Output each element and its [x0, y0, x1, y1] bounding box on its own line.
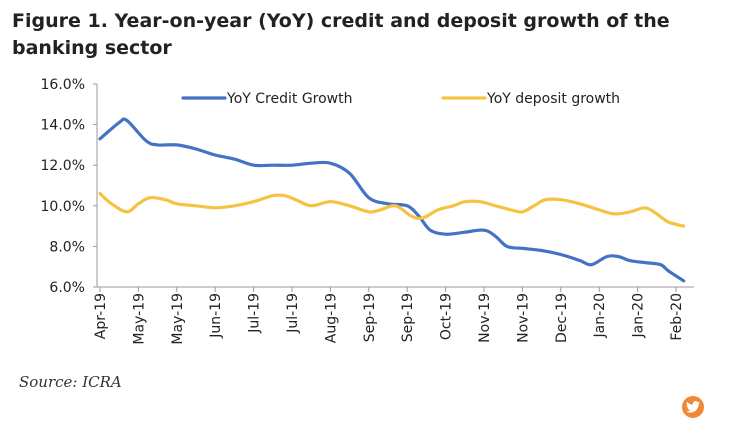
x-tick-label: Feb-20: [669, 293, 685, 341]
x-tick-label: May-19: [170, 293, 186, 345]
series-line-credit-growth: [98, 117, 686, 283]
y-tick-label: 10.0%: [41, 199, 85, 215]
x-tick-label: Apr-19: [93, 293, 109, 339]
x-tick-label: Oct-19: [439, 293, 455, 340]
twitter-icon: [686, 401, 700, 413]
x-tick-label: Dec-19: [554, 293, 570, 343]
x-tick-label: Aug-19: [323, 293, 339, 343]
x-tick-label: Jan-20: [592, 293, 608, 338]
y-tick-label: 16.0%: [41, 77, 85, 93]
x-tick-label: Jul-19: [247, 293, 263, 334]
y-tick-label: 8.0%: [49, 239, 85, 255]
legend: YoY Credit Growth YoY deposit growth: [181, 91, 620, 107]
x-tick-label: Nov-19: [477, 293, 493, 343]
y-tick-label: 6.0%: [49, 280, 85, 296]
y-tick-label: 14.0%: [41, 118, 85, 134]
x-tick-label: Sep-19: [400, 293, 416, 342]
twitter-share-button[interactable]: [682, 396, 704, 418]
x-tick-label: Jun-19: [208, 293, 224, 339]
legend-label: YoY deposit growth: [486, 91, 620, 107]
x-tick-label: Jul-19: [285, 293, 301, 334]
y-tick-label: 12.0%: [41, 158, 85, 174]
y-axis: 6.0% 8.0% 10.0% 12.0% 14.0% 16.0%: [41, 77, 98, 296]
x-tick-label: May-19: [131, 293, 147, 345]
x-tick-label: Jan-20: [631, 293, 647, 338]
legend-label: YoY Credit Growth: [226, 91, 353, 107]
x-axis: Apr-19 May-19 May-19 Jun-19 Jul-19 Jul-19 Aug-…: [93, 286, 694, 345]
x-tick-label: Sep-19: [362, 293, 378, 342]
x-tick-label: Nov-19: [515, 293, 531, 343]
figure-title: Figure 1. Year-on-year (YoY) credit and …: [12, 10, 670, 59]
series-lines: [98, 117, 686, 283]
source-note: Source: ICRA: [19, 373, 122, 391]
series-line-deposit-growth: [98, 192, 686, 228]
